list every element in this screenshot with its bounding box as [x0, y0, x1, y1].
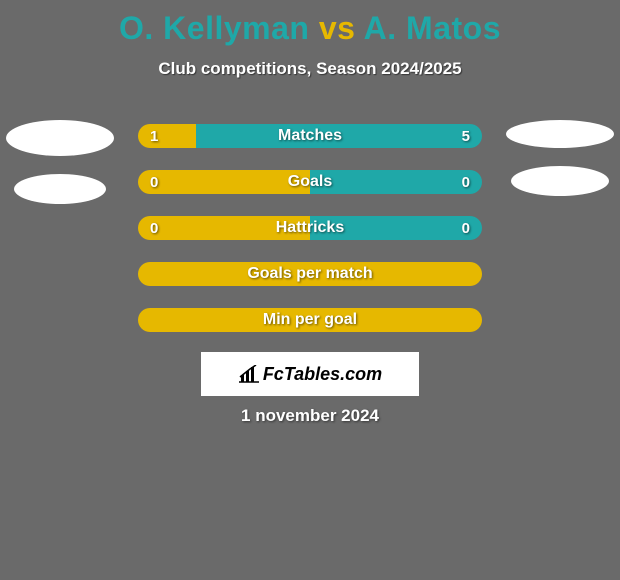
- bar-label: Hattricks: [138, 216, 482, 240]
- bar-label: Goals per match: [138, 262, 482, 286]
- team-placeholder-ellipse: [14, 174, 106, 204]
- stat-bar-matches: 1 Matches 5: [138, 124, 482, 148]
- team-placeholder-ellipse: [511, 166, 609, 196]
- avatar-left: [0, 120, 120, 204]
- player2-name: A. Matos: [364, 10, 501, 46]
- avatar-placeholder-ellipse: [6, 120, 114, 156]
- date-label: 1 november 2024: [0, 406, 620, 426]
- page-title: O. Kellyman vs A. Matos: [0, 0, 620, 47]
- logo-box: FcTables.com: [201, 352, 419, 396]
- player1-name: O. Kellyman: [119, 10, 309, 46]
- bar-label: Matches: [138, 124, 482, 148]
- stat-bar-min-per-goal: Min per goal: [138, 308, 482, 332]
- vs-label: vs: [319, 10, 356, 46]
- avatar-right: [500, 120, 620, 196]
- bar-value-right: 5: [462, 124, 470, 148]
- bar-label: Goals: [138, 170, 482, 194]
- avatar-placeholder-ellipse: [506, 120, 614, 148]
- stat-bar-hattricks: 0 Hattricks 0: [138, 216, 482, 240]
- bar-value-right: 0: [462, 170, 470, 194]
- chart-icon: [238, 365, 260, 383]
- stat-bar-goals: 0 Goals 0: [138, 170, 482, 194]
- bar-value-right: 0: [462, 216, 470, 240]
- subtitle: Club competitions, Season 2024/2025: [0, 59, 620, 79]
- logo: FcTables.com: [238, 364, 382, 385]
- logo-text: FcTables.com: [263, 364, 382, 385]
- stat-bars: 1 Matches 5 0 Goals 0 0 Hattricks 0 Goal…: [138, 124, 482, 332]
- stat-bar-goals-per-match: Goals per match: [138, 262, 482, 286]
- infographic-root: O. Kellyman vs A. Matos Club competition…: [0, 0, 620, 580]
- bar-label: Min per goal: [138, 308, 482, 332]
